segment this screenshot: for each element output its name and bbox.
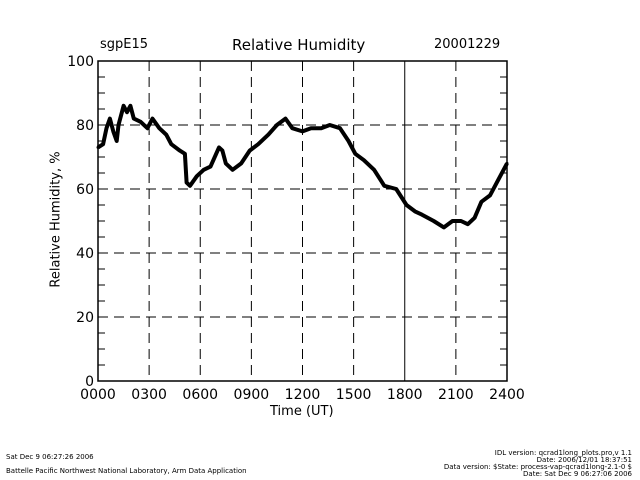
data-point (248, 149, 252, 153)
footer-idl-version: IDL version: qcrad1long_plots.pro,v 1.1 (494, 449, 632, 457)
data-point (178, 149, 182, 153)
data-point (139, 120, 143, 124)
x-tick-label: 1200 (285, 387, 321, 403)
data-point (290, 126, 294, 130)
footer-org: Battelle Pacific Northwest National Labo… (6, 467, 247, 475)
data-point (151, 117, 155, 121)
data-point (413, 209, 417, 213)
footer-timestamp: Sat Dec 9 06:27:26 2006 (6, 453, 94, 461)
y-tick-label: 20 (76, 310, 94, 326)
data-point (459, 219, 463, 223)
x-tick-label: 2400 (489, 387, 525, 403)
data-point (394, 187, 398, 191)
data-point (231, 168, 235, 172)
data-point (353, 152, 357, 156)
data-point (195, 174, 199, 178)
y-tick-label: 100 (67, 54, 94, 70)
data-point (479, 200, 483, 204)
x-tick-label: 1500 (336, 387, 372, 403)
humidity-line (96, 103, 509, 230)
data-point (202, 168, 206, 172)
data-point (220, 149, 224, 153)
data-point (125, 110, 129, 114)
data-point (505, 161, 509, 165)
data-point (145, 126, 149, 130)
chart-title: Relative Humidity (232, 36, 366, 54)
y-tick-label: 0 (85, 374, 94, 390)
data-point (301, 129, 304, 133)
data-point (105, 126, 109, 130)
data-point (362, 158, 366, 162)
data-point (442, 225, 446, 229)
data-point (495, 181, 499, 185)
data-point (116, 123, 120, 127)
data-point (404, 203, 408, 207)
data-point (309, 126, 313, 130)
data-point (224, 161, 228, 165)
data-point (239, 161, 243, 165)
y-tick-label: 60 (76, 182, 94, 198)
data-point (128, 104, 132, 108)
data-point (122, 104, 126, 108)
y-axis-label: Relative Humidity, % (48, 151, 64, 288)
site-label: sgpE15 (100, 37, 149, 52)
x-tick-label: 0000 (80, 387, 116, 403)
data-point (473, 216, 477, 220)
data-point (256, 142, 260, 146)
data-point (319, 126, 323, 130)
y-tick-label: 80 (76, 118, 94, 134)
footer-idl-date: Date: 2006/12/01 18:37:51 (536, 456, 632, 464)
data-point (275, 123, 279, 127)
y-tick-label: 40 (76, 246, 94, 262)
data-point (208, 165, 212, 169)
data-point (111, 129, 115, 133)
data-point (283, 117, 287, 121)
data-point (372, 168, 376, 172)
footer-data-date: Date: Sat Dec 9 06:27:06 2006 (523, 470, 632, 478)
data-point (169, 142, 173, 146)
data-point (347, 139, 351, 143)
data-point (266, 133, 270, 137)
data-point (183, 152, 187, 156)
data-point (502, 168, 506, 172)
data-point (164, 133, 168, 137)
data-point (188, 184, 192, 188)
data-point (338, 126, 342, 130)
data-point (328, 123, 332, 127)
data-point (101, 142, 105, 146)
x-axis-label: Time (UT) (270, 404, 334, 419)
data-point (450, 219, 454, 223)
data-point (132, 117, 136, 121)
x-tick-label: 2100 (438, 387, 474, 403)
data-point (157, 126, 161, 130)
data-point (108, 117, 112, 121)
date-label: 20001229 (434, 37, 501, 52)
footer-data-version: Data version: $State: process-vap-qcrad1… (443, 463, 632, 471)
data-point (115, 139, 119, 143)
x-tick-label: 0300 (131, 387, 167, 403)
data-point (96, 145, 100, 149)
data-point (217, 145, 221, 149)
x-tick-label: 0600 (182, 387, 218, 403)
x-tick-label: 1800 (387, 387, 423, 403)
data-point (185, 181, 189, 185)
data-point (382, 184, 386, 188)
data-point (420, 213, 424, 217)
data-point (466, 222, 470, 226)
data-point (432, 219, 436, 223)
x-tick-label: 0900 (234, 387, 270, 403)
data-point (488, 193, 492, 197)
